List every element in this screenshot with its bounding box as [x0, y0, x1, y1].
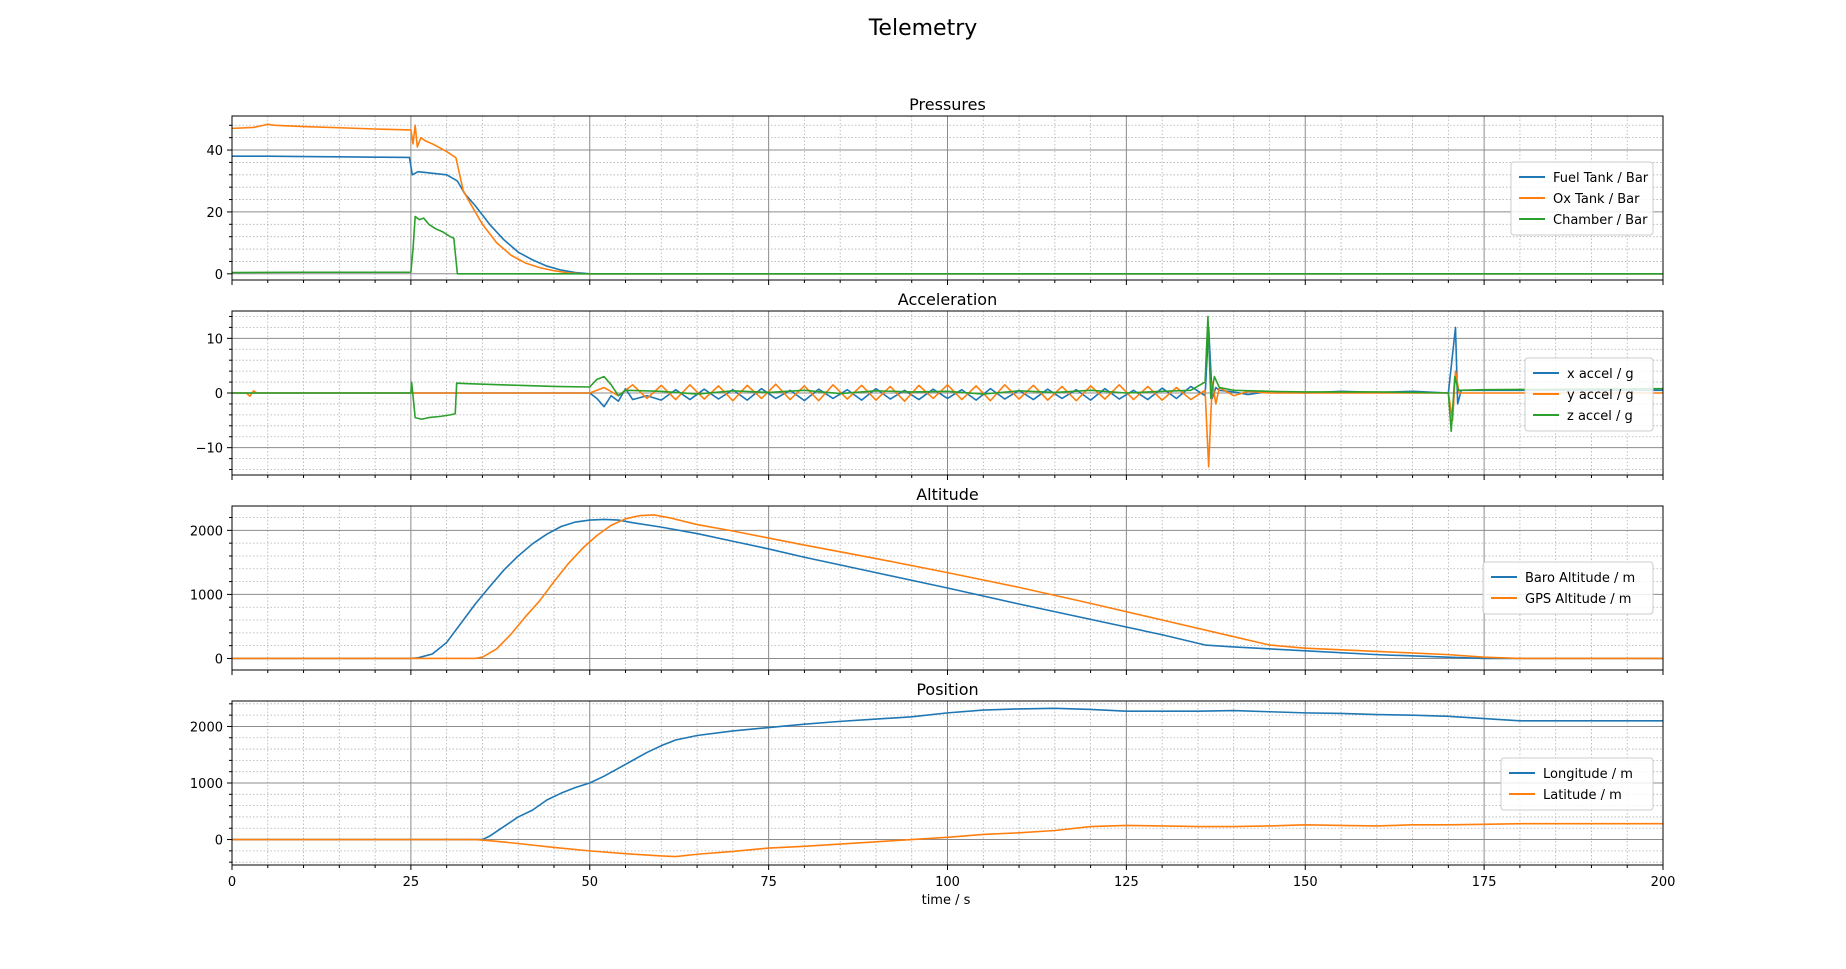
series-line-longitude [232, 707, 1663, 841]
subplot-title: Altitude [916, 485, 979, 504]
series-line-latitude [232, 822, 1663, 858]
legend-entry: Ox Tank / Bar [1553, 192, 1640, 207]
legend-entry: y accel / g [1567, 388, 1634, 403]
x-tick-label: 0 [228, 875, 236, 890]
legend-entry: Latitude / m [1543, 788, 1622, 803]
y-tick-label: 2000 [190, 524, 223, 539]
subplot-position: 0 1000 2000 0 25 50 75 100 125 150 175 200 Position L… [190, 680, 1676, 890]
subplot-title: Position [916, 680, 978, 699]
series-line-ox-tank [232, 123, 1663, 275]
y-tick-label: 1000 [190, 588, 223, 603]
series-line-z-accel [232, 315, 1663, 433]
y-tick-label: 2000 [190, 720, 223, 735]
legend-entry: Fuel Tank / Bar [1553, 171, 1649, 186]
figure-title: Telemetry [868, 16, 978, 41]
x-axis-label: time / s [922, 893, 971, 908]
x-tick-label: 200 [1651, 875, 1676, 890]
y-tick-label: 0 [215, 834, 223, 849]
legend: Fuel Tank / Bar Ox Tank / Bar Chamber / Ba… [1510, 161, 1654, 236]
y-tick-label: 0 [215, 268, 223, 283]
subplot-altitude: 0 1000 2000 Altitude Baro Altitude / m GPS Al… [190, 485, 1664, 675]
x-tick-label: 175 [1472, 875, 1497, 890]
legend-entry: z accel / g [1567, 409, 1633, 424]
series-line-baro-altitude [232, 518, 1663, 660]
subplot-acceleration: −10 0 10 Acceleration x accel / g y accel / g… [196, 290, 1664, 480]
y-tick-label: −10 [196, 442, 223, 457]
ticks [227, 703, 1664, 870]
legend-entry: Chamber / Bar [1553, 213, 1648, 228]
y-tick-label: 10 [206, 332, 223, 347]
legend-entry: GPS Altitude / m [1525, 592, 1631, 607]
subplot-panels: 0 20 40 Pressures Fuel Tank / Bar Ox Tank / B… [190, 95, 1676, 890]
ticks [227, 517, 1664, 675]
subplot-title: Pressures [909, 95, 986, 114]
legend-entry: x accel / g [1567, 367, 1634, 382]
x-tick-label: 50 [581, 875, 598, 890]
x-tick-label: 125 [1114, 875, 1139, 890]
legend-entry: Baro Altitude / m [1525, 571, 1635, 586]
legend-entry: Longitude / m [1543, 767, 1633, 782]
subplot-title: Acceleration [898, 290, 997, 309]
series-line-gps-altitude [232, 514, 1663, 660]
legend: Baro Altitude / m GPS Altitude / m [1482, 561, 1654, 615]
legend: Longitude / m Latitude / m [1500, 757, 1654, 811]
legend: x accel / g y accel / g z accel / g [1524, 357, 1654, 432]
subplot-pressures: 0 20 40 Pressures Fuel Tank / Bar Ox Tank / B… [206, 95, 1664, 285]
x-tick-label: 25 [403, 875, 420, 890]
ticks [227, 124, 1664, 285]
y-tick-label: 0 [215, 652, 223, 667]
y-tick-label: 1000 [190, 777, 223, 792]
series-line-chamber [232, 215, 1663, 275]
y-tick-label: 40 [206, 144, 223, 159]
x-tick-label: 100 [935, 875, 960, 890]
x-tick-label: 150 [1293, 875, 1318, 890]
y-tick-label: 20 [206, 206, 223, 221]
y-tick-label: 0 [215, 387, 223, 402]
x-tick-label: 75 [760, 875, 777, 890]
ticks [227, 315, 1664, 480]
